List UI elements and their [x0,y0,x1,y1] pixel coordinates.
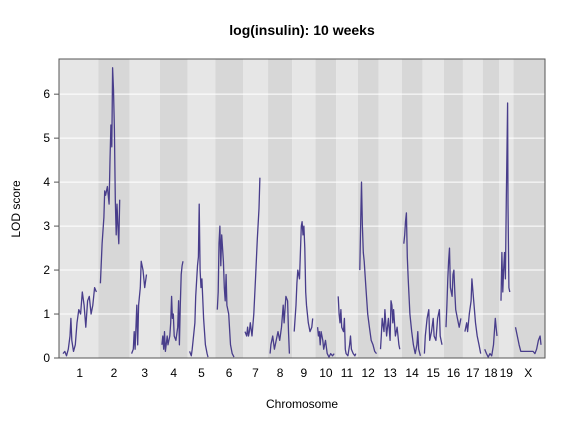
chromosome-band-17 [462,59,483,358]
chromosome-bands [59,59,545,358]
x-axis-ticks: 1 2 3 4 5 6 7 8 9 10 11 12 13 14 15 16 17 18 19 X [76,366,532,380]
lod-curve-chr-9 [293,221,314,333]
plot-frame [58,58,546,359]
lod-curve-chr-7 [244,177,261,337]
x-tick-label: 9 [301,366,308,380]
x-tick-label: 16 [447,366,461,380]
x-tick-label: 14 [405,366,419,380]
lod-curve-chr-17 [464,278,482,354]
x-tick-label: 6 [226,366,233,380]
chromosome-band-X [513,59,545,358]
lod-curve-chr-5 [188,203,209,358]
chromosome-band-10 [315,59,337,358]
y-tick-label: 3 [43,219,50,233]
lod-curve-chr-X [514,327,542,355]
chromosome-band-13 [378,59,402,358]
x-tick-label: 17 [466,366,480,380]
x-tick-label: 11 [341,366,354,380]
x-tick-label: 3 [141,366,148,380]
x-tick-label: 2 [111,366,118,380]
x-tick-label: 1 [76,366,83,380]
chart-title: log(insulin): 10 weeks [229,22,375,38]
x-tick-label: 7 [252,366,259,380]
chromosome-band-8 [268,59,293,358]
x-tick-label: 19 [500,366,514,380]
chromosome-band-6 [215,59,243,358]
y-tick-label: 4 [43,175,50,189]
lod-curve-chr-12 [359,181,378,355]
y-tick-label: 6 [43,87,50,101]
y-axis-label: LOD score [9,180,23,238]
x-tick-label: 8 [277,366,284,380]
chromosome-band-3 [129,59,160,358]
lod-curve-chr-1 [62,286,98,357]
lod-curve-chr-14 [403,212,422,356]
x-tick-label: 12 [361,366,375,380]
x-tick-label: 5 [198,366,205,380]
chromosome-band-16 [444,59,463,358]
x-tick-label: 10 [319,366,333,380]
lod-curve-chr-11 [337,296,357,357]
lod-curve-chr-3 [130,260,148,354]
chromosome-band-4 [159,59,188,358]
y-axis-ticks: 0 1 2 3 4 5 6 [43,87,59,365]
lod-curve-chr-13 [379,300,401,350]
chromosome-band-11 [336,59,358,358]
x-axis-label: Chromosome [266,397,338,411]
lod-curve-group [62,67,542,358]
lod-curve-chr-2 [99,67,121,284]
x-tick-label: 13 [383,366,397,380]
lod-curve-chr-4 [161,261,184,353]
lod-curve-chr-15 [423,308,443,354]
chromosome-band-18 [482,59,500,358]
x-tick-label: 18 [484,366,498,380]
chromosome-band-9 [292,59,316,358]
chromosome-band-12 [357,59,379,358]
lod-curve-chr-16 [445,247,462,328]
x-tick-label: 15 [427,366,441,380]
chromosome-band-14 [401,59,423,358]
y-tick-label: 0 [43,351,50,365]
lod-curve-chr-8 [269,295,291,354]
lod-curve-chr-6 [216,225,235,358]
lod-curve-chr-19 [500,102,511,301]
x-tick-label: X [524,366,532,380]
x-tick-label: 4 [170,366,177,380]
chromosome-band-7 [242,59,269,358]
chromosome-band-5 [187,59,216,358]
lod-curve-chr-18 [484,317,498,358]
y-tick-label: 1 [43,307,50,321]
lod-curve-chr-10 [316,327,335,358]
y-tick-label: 5 [43,131,50,145]
chromosome-band-15 [422,59,445,358]
y-tick-label: 2 [43,263,50,277]
